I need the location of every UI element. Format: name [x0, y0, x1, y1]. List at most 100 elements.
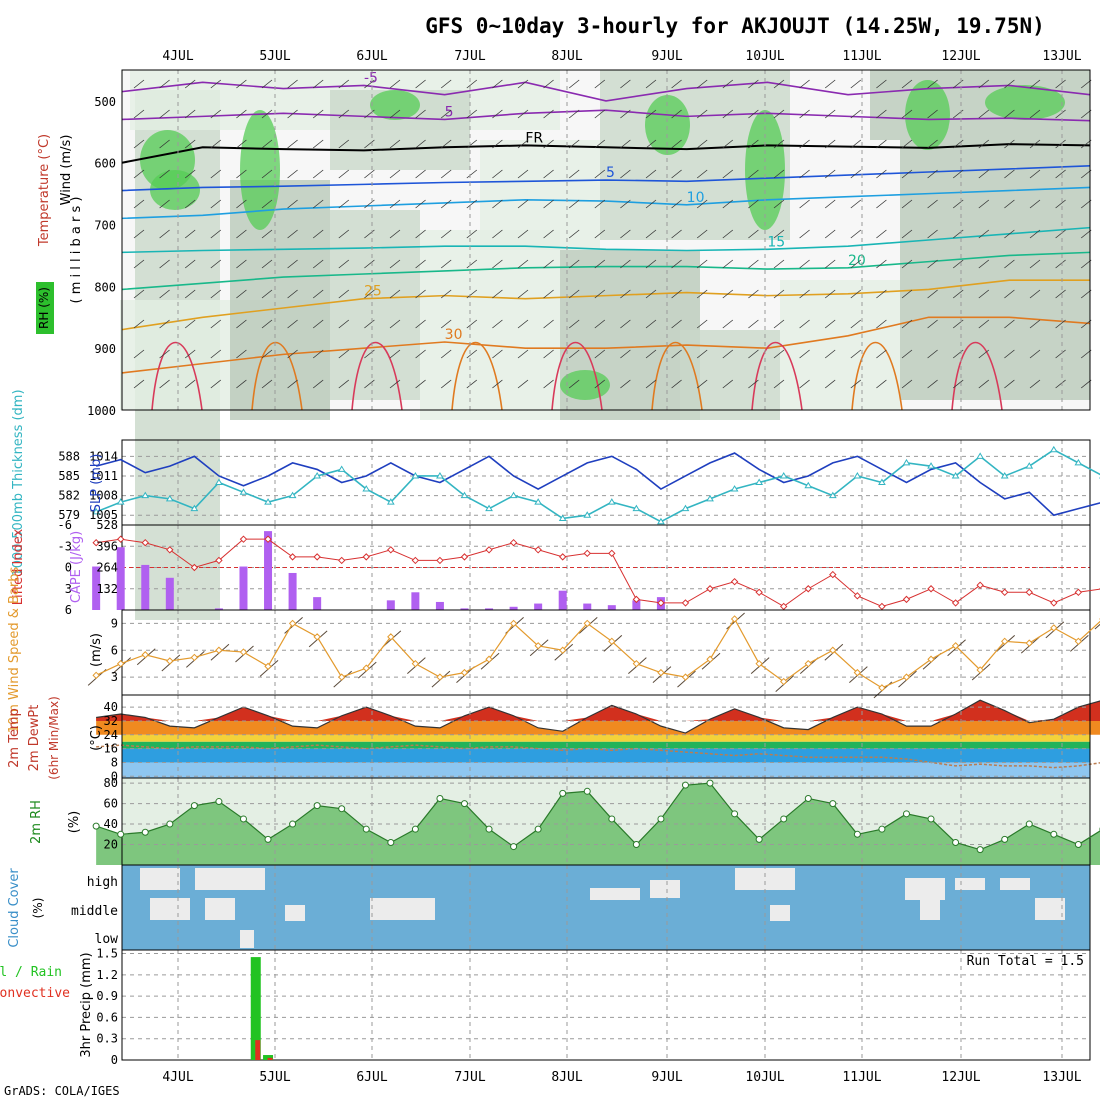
upper-barb — [236, 349, 247, 359]
upper-barb — [1004, 79, 1015, 89]
upper-barb — [568, 289, 580, 299]
upper-barb — [1004, 349, 1015, 359]
rh-axis-label: RH (%) — [37, 287, 51, 329]
upper-barb — [389, 379, 401, 389]
upper-barb — [671, 289, 682, 299]
lifted-pt-35 — [951, 599, 960, 607]
upper-barb — [568, 349, 580, 359]
rh-patch-4 — [420, 230, 560, 420]
rh-high-7 — [560, 370, 610, 400]
upper-barb — [389, 79, 401, 89]
upper-barb — [210, 379, 222, 389]
upper-barb — [901, 349, 913, 359]
upper-barb — [773, 229, 785, 239]
upper-barb — [978, 169, 990, 179]
upper-barb — [466, 139, 478, 149]
upper-barb — [850, 169, 862, 179]
upper-barb — [645, 379, 657, 389]
bottom-day-label-5: 9JUL — [651, 1070, 682, 1085]
rh-pt-30 — [829, 800, 837, 808]
upper-barb — [364, 109, 375, 119]
upper-ytick-0: 500 — [94, 95, 116, 109]
upper-barb — [876, 109, 887, 119]
upper-barb — [1055, 319, 1066, 329]
rh-pt-10 — [338, 805, 346, 813]
upper-ytick-5: 1000 — [87, 404, 116, 418]
upper-barb — [824, 139, 836, 149]
upper-barb — [415, 199, 426, 209]
upper-barb — [133, 289, 145, 299]
upper-barb — [517, 109, 529, 119]
upper-barb — [1004, 199, 1015, 209]
lifted-pt-31 — [853, 592, 862, 600]
upper-barb — [440, 229, 452, 239]
upper-barb — [620, 379, 631, 389]
thickness-pt-7 — [264, 498, 272, 505]
upper-barb — [184, 259, 196, 269]
upper-barb — [901, 109, 913, 119]
surface-barb-41 — [1094, 623, 1100, 630]
upper-barb — [261, 319, 273, 329]
upper-barb — [978, 259, 990, 269]
upper-barb — [927, 229, 938, 239]
upper-barb — [722, 169, 734, 179]
upper-barb — [696, 169, 708, 179]
slp-ytick-2: 1011 — [89, 469, 118, 483]
lifted-pt-36 — [976, 581, 984, 589]
upper-barb — [236, 199, 247, 209]
isotherm-2 — [121, 143, 1091, 164]
upper-barb — [159, 379, 170, 389]
upper-barb — [568, 229, 580, 239]
wind-pt-35 — [951, 642, 960, 650]
upper-barb — [748, 319, 759, 329]
upper-barb — [671, 139, 682, 149]
wind-pt-33 — [902, 673, 911, 681]
upper-barb — [671, 259, 682, 269]
lifted-pt-19 — [558, 553, 567, 561]
temp2m-ytick-4: 32 — [104, 714, 118, 728]
rh-patch-3 — [330, 210, 420, 400]
slp-ytick-0: 1005 — [89, 508, 118, 522]
upper-barb — [261, 229, 273, 239]
upper-barb — [1029, 379, 1041, 389]
upper-barb — [312, 319, 324, 329]
upper-barb — [159, 139, 170, 149]
rh-pt-14 — [436, 794, 444, 802]
upper-barb — [645, 199, 657, 209]
upper-barb — [722, 109, 734, 119]
cloud-units-label: (%) — [31, 898, 45, 919]
upper-barb — [236, 139, 247, 149]
upper-barb — [824, 109, 836, 119]
upper-barb — [492, 289, 503, 299]
wind-pt-31 — [853, 668, 862, 677]
upper-barb — [287, 109, 298, 119]
rh2m-ytick-3: 80 — [104, 776, 118, 790]
bottom-day-label-1: 5JUL — [259, 1070, 290, 1085]
hot-loop-1 — [251, 342, 303, 411]
cape-bar-15 — [460, 608, 469, 610]
upper-barb — [594, 79, 606, 89]
upper-barb — [543, 109, 554, 119]
upper-barb — [952, 319, 964, 329]
upper-barb — [261, 139, 273, 149]
upper-barb — [492, 259, 503, 269]
upper-barb — [696, 319, 708, 329]
upper-barb — [133, 169, 145, 179]
lifted-pt-39 — [1050, 599, 1058, 607]
upper-barb — [748, 169, 759, 179]
upper-barb — [824, 79, 836, 89]
upper-barb — [440, 259, 452, 269]
upper-barb — [543, 349, 554, 359]
cape-bar-1 — [116, 547, 125, 610]
upper-barb — [466, 169, 478, 179]
upper-barb — [824, 289, 836, 299]
upper-barb — [568, 379, 580, 389]
rh-patch-8 — [900, 140, 1090, 400]
lifted-pt-26 — [730, 577, 739, 586]
lifted-pt-28 — [779, 602, 788, 611]
thickness-ytick-3: 588 — [58, 449, 80, 463]
upper-barb — [799, 349, 810, 359]
upper-barb — [184, 349, 196, 359]
slp-ytick-1: 1008 — [89, 489, 118, 503]
upper-barb — [492, 79, 503, 89]
